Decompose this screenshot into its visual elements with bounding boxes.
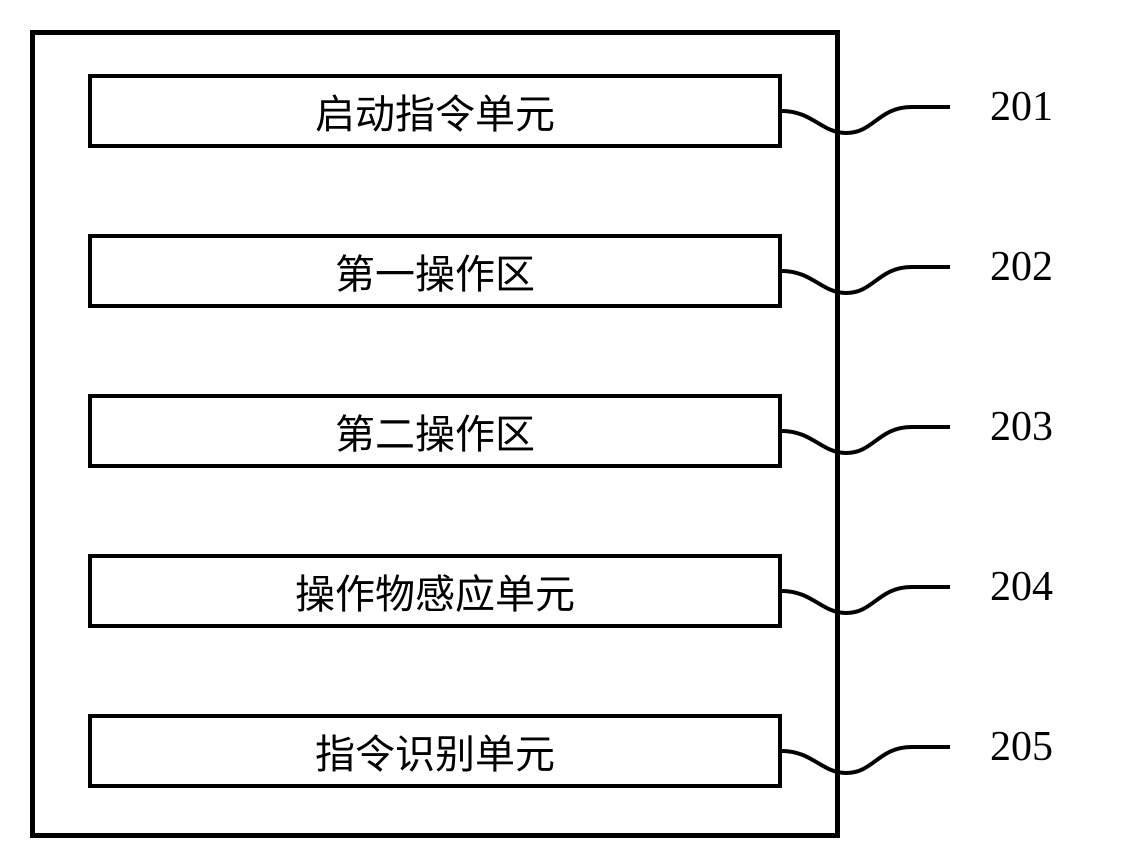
connector-line: [782, 111, 982, 171]
connector-line: [782, 431, 982, 491]
block-label: 第二操作区: [335, 402, 535, 460]
reference-number: 205: [990, 723, 1053, 771]
block-box: 第一操作区: [88, 234, 782, 308]
reference-number: 201: [990, 83, 1053, 131]
block-box: 指令识别单元: [88, 714, 782, 788]
block-label: 操作物感应单元: [295, 562, 575, 620]
block-label: 第一操作区: [335, 242, 535, 300]
block-label: 指令识别单元: [315, 722, 555, 780]
reference-number: 204: [990, 563, 1053, 611]
reference-number: 202: [990, 243, 1053, 291]
block-box: 操作物感应单元: [88, 554, 782, 628]
reference-number: 203: [990, 403, 1053, 451]
connector-line: [782, 751, 982, 811]
block-box: 启动指令单元: [88, 74, 782, 148]
connector-line: [782, 271, 982, 331]
connector-line: [782, 591, 982, 651]
block-box: 第二操作区: [88, 394, 782, 468]
block-label: 启动指令单元: [315, 82, 555, 140]
